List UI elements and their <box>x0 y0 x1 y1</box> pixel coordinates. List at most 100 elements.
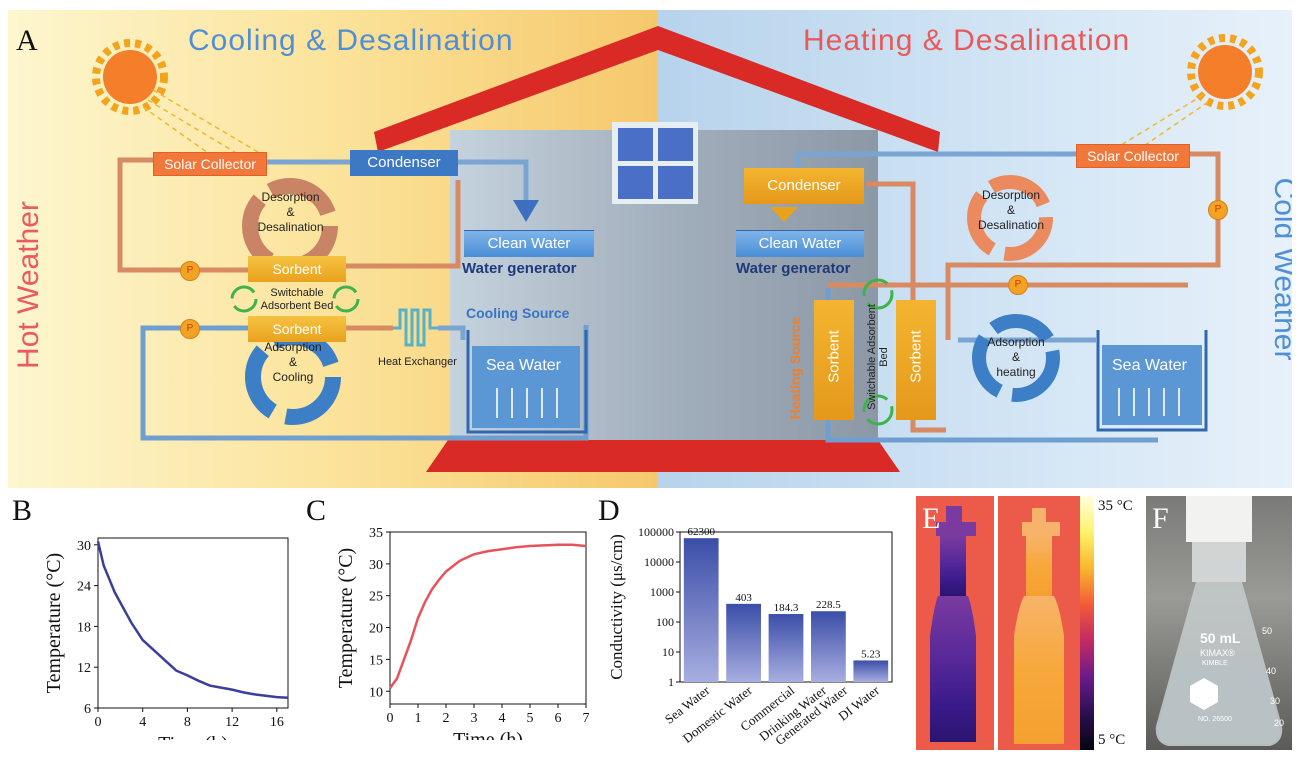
panel-d-chart: 1 10 100 1000 10000 100000 Conductivity (μs/cm… <box>607 525 893 748</box>
left-desorption-text: Desorption & Desalination <box>248 190 333 235</box>
right-switchable-label: Switchable Adsorbent Bed <box>866 304 890 410</box>
left-adsorption-text: Adsorption & Cooling <box>252 340 334 385</box>
left-adsorption-line-1: Adsorption <box>264 340 322 354</box>
left-desorption-line-1: Desorption <box>261 190 320 204</box>
right-adsorption-line-3: heating <box>996 365 1036 379</box>
left-adsorption-line-3: Cooling <box>272 370 314 384</box>
panel-d-letter: D <box>598 494 620 527</box>
left-pipe-solar-loop <box>117 157 248 273</box>
house-drawing <box>92 26 1263 472</box>
panel-b-x-tick-label: 4 <box>139 715 146 730</box>
title-cooling-desalination: Cooling & Desalination <box>188 24 514 57</box>
panel-d-bar <box>683 538 719 682</box>
flask-volume-label: 50 mL <box>1200 630 1241 646</box>
panel-d-bar-value-label: 5.23 <box>861 648 881 660</box>
panel-b-y-tick-label: 24 <box>77 580 91 595</box>
panel-c-y-tick-label: 30 <box>369 558 383 573</box>
left-switch-arrow-1 <box>230 285 258 313</box>
left-desorption-line-2: & <box>286 205 295 219</box>
panel-c-x-tick-label: 4 <box>499 711 506 726</box>
left-sorbent-bottom: Sorbent <box>248 316 346 342</box>
panel-c-letter: C <box>306 494 327 527</box>
heat-exchanger-label: Heat Exchanger <box>378 356 457 368</box>
panel-b-chart: 0 4 8 12 16 6 12 18 24 30 Time (h) Temperature (°C) <box>43 537 289 740</box>
panel-d-y-tick-label: 100000 <box>638 525 674 539</box>
panel-c-y-tick-label: 15 <box>369 653 383 668</box>
left-switch-arrow-2 <box>332 285 360 313</box>
thermal-image-right <box>998 496 1080 750</box>
panel-b-y-tick-label: 12 <box>77 661 91 676</box>
left-condenser: Condenser <box>350 150 458 176</box>
right-adsorption-text: Adsorption & heating <box>976 335 1056 380</box>
side-label-hot-weather: Hot Weather <box>12 201 45 369</box>
left-switchable-line-1: Switchable <box>270 287 324 299</box>
panel-c-x-tick-label: 7 <box>583 711 590 726</box>
flask-grad-50: 50 <box>1262 626 1273 636</box>
panel-c-y-tick-label: 20 <box>369 622 383 637</box>
panel-c-x-tick-label: 6 <box>555 711 562 726</box>
left-pump-1: P <box>180 261 200 281</box>
thermal-image-left <box>916 496 994 750</box>
panel-d-y-axis-label: Conductivity (μs/cm) <box>607 534 626 680</box>
right-pump-1: P <box>1208 200 1228 220</box>
right-sea-water-tank <box>1096 330 1208 432</box>
right-adsorption-line-1: Adsorption <box>987 335 1045 349</box>
panel-d-bar-value-label: 403 <box>735 592 752 604</box>
right-water-generator: Water generator <box>736 260 851 277</box>
left-switchable-line-2: Adsorbent Bed <box>260 300 334 312</box>
panel-e: E 35 °C 5 °C <box>916 496 1133 750</box>
panel-b-y-tick-label: 18 <box>77 620 91 635</box>
right-desorption-text: Desorption & Desalination <box>970 188 1052 233</box>
panel-c-series-line <box>388 543 587 689</box>
cold-bottle-thermal <box>930 506 976 742</box>
right-pump-2: P <box>1008 275 1028 295</box>
panel-b-plot-frame <box>97 537 289 709</box>
title-heating-desalination: Heating & Desalination <box>803 24 1131 57</box>
panel-c-y-axis-label: Temperature (°C) <box>335 548 357 688</box>
panel-e-letter: E <box>922 502 941 535</box>
right-adsorption-line-2: & <box>1011 350 1020 364</box>
left-switchable-label: Switchable Adsorbent Bed <box>254 287 340 313</box>
panel-c-plot-frame <box>389 531 587 705</box>
flask-brand-label: KIMAX® <box>1200 648 1235 658</box>
warm-bottle-thermal <box>1014 508 1064 744</box>
panel-d-y-tick-label: 1 <box>668 675 674 689</box>
panel-a-letter: A <box>16 24 38 57</box>
panel-b-y-tick-label: 30 <box>77 539 91 554</box>
panel-d-y-tick-label: 1000 <box>650 585 674 599</box>
panel-b-letter: B <box>12 494 33 527</box>
left-sea-water-label: Sea Water <box>486 357 561 374</box>
left-solar-collector: Solar Collector <box>153 152 267 176</box>
panel-d-bar <box>811 611 846 682</box>
panel-b-x-tick-label: 8 <box>184 715 191 730</box>
panel-f: F 50 mL KIMAX® KIMBLE NO. 26500 50 40 30… <box>1146 496 1292 750</box>
right-sorbent-b: Sorbent <box>896 300 936 420</box>
left-clean-water: Clean Water <box>464 230 594 257</box>
panel-c-y-tick-label: 35 <box>369 526 383 541</box>
panel-c-x-tick-label: 3 <box>471 711 478 726</box>
left-pipe-hx-out <box>438 325 466 340</box>
panel-c-x-tick-label: 5 <box>527 711 534 726</box>
panel-c-x-tick-label: 2 <box>443 711 450 726</box>
panel-f-letter: F <box>1152 502 1169 535</box>
panel-b-x-axis-label: Time (h) <box>158 733 228 740</box>
panel-d-bar-value-label: 228.5 <box>816 599 841 611</box>
panel-d-bar-value-label: 184.3 <box>774 602 799 614</box>
right-sorbent-b-text: Sorbent <box>907 330 925 383</box>
scale-min-label: 5 °C <box>1098 732 1126 748</box>
heat-exchanger-coil <box>393 308 438 347</box>
panel-b-series-line <box>96 541 289 700</box>
right-switch-arrow-2 <box>862 394 894 426</box>
right-sun-icon <box>1112 34 1263 151</box>
panel-a: A Cooling & Desalination Heating & Desal… <box>8 10 1292 488</box>
right-sorbent-a-text: Sorbent <box>825 330 843 383</box>
left-adsorption-line-2: & <box>288 355 297 369</box>
left-sorbent-top: Sorbent <box>248 256 346 282</box>
cooling-source-label: Cooling Source <box>466 305 570 321</box>
panel-b-x-tick-label: 12 <box>225 715 239 730</box>
panel-c-y-tick-label: 10 <box>369 685 383 700</box>
panel-d-y-tick-label: 10000 <box>644 555 674 569</box>
panel-b-x-tick-label: 0 <box>95 715 102 730</box>
panel-c-y-tick-label: 25 <box>369 590 383 605</box>
house-floor <box>426 440 900 472</box>
